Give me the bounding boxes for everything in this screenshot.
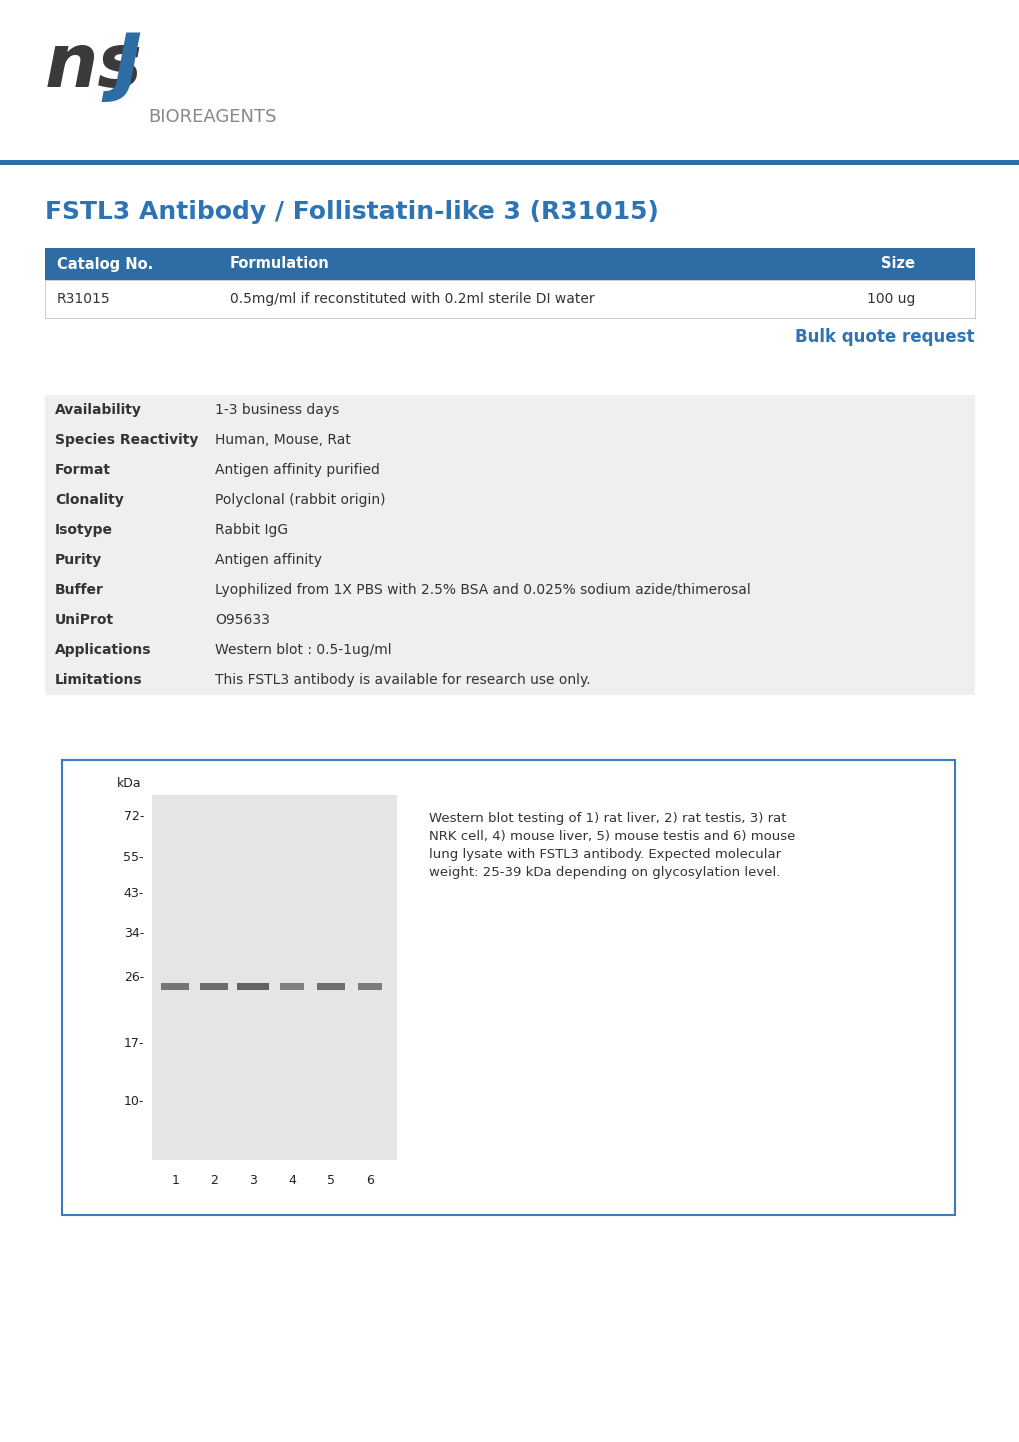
Text: ns: ns bbox=[45, 30, 143, 102]
Text: Lyophilized from 1X PBS with 2.5% BSA and 0.025% sodium azide/thimerosal: Lyophilized from 1X PBS with 2.5% BSA an… bbox=[215, 583, 750, 597]
Text: 6: 6 bbox=[366, 1174, 373, 1187]
Bar bbox=[45, 280, 974, 319]
Text: Western blot : 0.5-1ug/ml: Western blot : 0.5-1ug/ml bbox=[215, 643, 391, 658]
Text: Clonality: Clonality bbox=[55, 493, 123, 508]
Text: Bulk quote request: Bulk quote request bbox=[795, 327, 974, 346]
Text: J: J bbox=[113, 30, 141, 102]
Text: R31015: R31015 bbox=[57, 291, 110, 306]
Text: 3: 3 bbox=[249, 1174, 257, 1187]
Text: Human, Mouse, Rat: Human, Mouse, Rat bbox=[215, 433, 351, 447]
Bar bbox=[45, 634, 974, 665]
Bar bbox=[45, 485, 974, 515]
Text: 100 ug: 100 ug bbox=[866, 291, 914, 306]
Text: 0.5mg/ml if reconstituted with 0.2ml sterile DI water: 0.5mg/ml if reconstituted with 0.2ml ste… bbox=[229, 291, 594, 306]
Text: Buffer: Buffer bbox=[55, 583, 104, 597]
Bar bbox=[45, 456, 974, 485]
Bar bbox=[62, 760, 954, 1216]
Text: Species Reactivity: Species Reactivity bbox=[55, 433, 198, 447]
Text: Isotype: Isotype bbox=[55, 523, 113, 536]
Text: Western blot testing of 1) rat liver, 2) rat testis, 3) rat: Western blot testing of 1) rat liver, 2)… bbox=[429, 812, 786, 825]
Bar bbox=[45, 575, 974, 606]
Text: UniProt: UniProt bbox=[55, 613, 114, 627]
Bar bbox=[152, 795, 396, 1159]
Text: kDa: kDa bbox=[117, 777, 142, 790]
Text: BIOREAGENTS: BIOREAGENTS bbox=[148, 108, 276, 125]
Text: Catalog No.: Catalog No. bbox=[57, 257, 153, 271]
Bar bbox=[45, 665, 974, 695]
Text: 43-: 43- bbox=[123, 887, 144, 900]
Bar bbox=[45, 606, 974, 634]
Text: 17-: 17- bbox=[123, 1037, 144, 1050]
Text: NRK cell, 4) mouse liver, 5) mouse testis and 6) mouse: NRK cell, 4) mouse liver, 5) mouse testi… bbox=[429, 831, 795, 844]
Text: Format: Format bbox=[55, 463, 111, 477]
Bar bbox=[236, 983, 269, 991]
Bar bbox=[45, 515, 974, 545]
Text: 72-: 72- bbox=[123, 810, 144, 823]
Text: 1-3 business days: 1-3 business days bbox=[215, 402, 339, 417]
Text: Applications: Applications bbox=[55, 643, 152, 658]
Text: O95633: O95633 bbox=[215, 613, 270, 627]
Text: 26-: 26- bbox=[123, 970, 144, 983]
Bar bbox=[317, 983, 344, 991]
Text: 4: 4 bbox=[287, 1174, 296, 1187]
Text: Availability: Availability bbox=[55, 402, 142, 417]
Text: Antigen affinity purified: Antigen affinity purified bbox=[215, 463, 379, 477]
Text: 34-: 34- bbox=[123, 927, 144, 940]
Bar bbox=[45, 395, 974, 425]
Bar bbox=[200, 983, 228, 991]
Text: Size: Size bbox=[880, 257, 914, 271]
Text: 5: 5 bbox=[326, 1174, 334, 1187]
Text: 10-: 10- bbox=[123, 1094, 144, 1107]
Text: FSTL3 Antibody / Follistatin-like 3 (R31015): FSTL3 Antibody / Follistatin-like 3 (R31… bbox=[45, 200, 658, 224]
Text: Purity: Purity bbox=[55, 552, 102, 567]
Bar bbox=[45, 425, 974, 456]
Text: 55-: 55- bbox=[123, 851, 144, 864]
Text: lung lysate with FSTL3 antibody. Expected molecular: lung lysate with FSTL3 antibody. Expecte… bbox=[429, 848, 781, 861]
Text: This FSTL3 antibody is available for research use only.: This FSTL3 antibody is available for res… bbox=[215, 673, 590, 686]
Bar bbox=[161, 983, 190, 991]
Bar bbox=[45, 248, 974, 280]
Text: 2: 2 bbox=[210, 1174, 218, 1187]
Text: 1: 1 bbox=[171, 1174, 179, 1187]
Text: weight: 25-39 kDa depending on glycosylation level.: weight: 25-39 kDa depending on glycosyla… bbox=[429, 867, 780, 880]
Bar bbox=[45, 545, 974, 575]
Bar bbox=[280, 983, 304, 991]
Text: Limitations: Limitations bbox=[55, 673, 143, 686]
Bar bbox=[358, 983, 381, 991]
Text: Antigen affinity: Antigen affinity bbox=[215, 552, 322, 567]
Text: Rabbit IgG: Rabbit IgG bbox=[215, 523, 287, 536]
Bar bbox=[0, 160, 1019, 164]
Text: Polyclonal (rabbit origin): Polyclonal (rabbit origin) bbox=[215, 493, 385, 508]
Text: Formulation: Formulation bbox=[229, 257, 329, 271]
